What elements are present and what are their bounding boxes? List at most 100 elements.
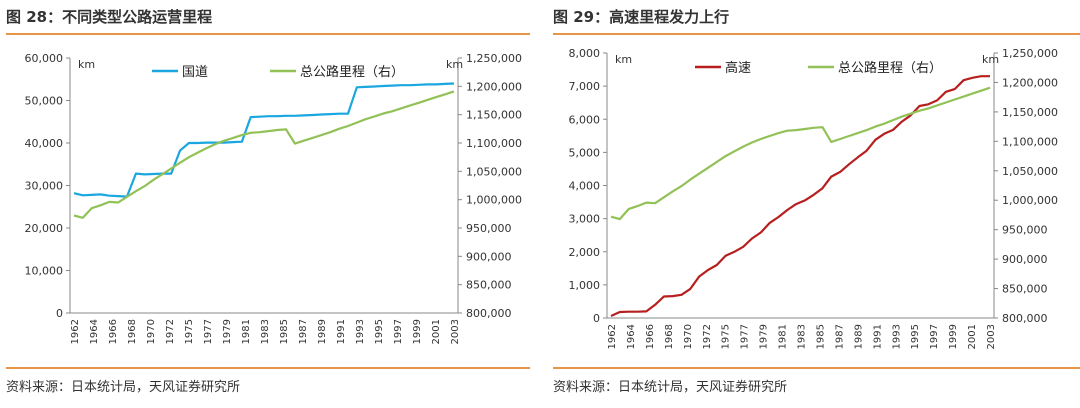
x-tick-label: 1987 bbox=[834, 324, 845, 349]
right-tick-label: 900,000 bbox=[466, 250, 512, 263]
x-tick-label: 1991 bbox=[336, 319, 347, 344]
left-tick-label: 10,000 bbox=[25, 265, 64, 278]
x-tick-label: 1968 bbox=[127, 319, 138, 344]
x-tick-label: 1997 bbox=[929, 324, 940, 349]
top-divider bbox=[6, 33, 530, 35]
x-tick-label: 1989 bbox=[317, 319, 328, 344]
right-unit-label: km bbox=[446, 58, 463, 71]
x-tick-label: 1970 bbox=[146, 319, 157, 344]
x-tick-label: 1968 bbox=[664, 324, 675, 349]
left-tick-label: 30,000 bbox=[25, 180, 64, 193]
right-tick-label: 1,100,000 bbox=[466, 137, 522, 150]
x-tick-label: 1979 bbox=[759, 324, 770, 349]
left-tick-label: 5,000 bbox=[569, 146, 601, 159]
x-tick-label: 1972 bbox=[165, 319, 176, 344]
right-tick-label: 1,050,000 bbox=[1002, 165, 1058, 178]
x-tick-label: 1993 bbox=[355, 319, 366, 344]
right-tick-label: 950,000 bbox=[1002, 224, 1048, 237]
chart-title: 图 29：高速里程发力上行 bbox=[553, 8, 730, 26]
x-tick-label: 1964 bbox=[89, 319, 100, 344]
legend-label: 高速 bbox=[725, 60, 751, 76]
x-tick-label: 1962 bbox=[70, 319, 81, 344]
x-tick-label: 1981 bbox=[778, 324, 789, 349]
x-tick-label: 2001 bbox=[967, 324, 978, 349]
x-tick-label: 1983 bbox=[260, 319, 271, 344]
x-tick-label: 1985 bbox=[815, 324, 826, 349]
chart-title: 图 28：不同类型公路运营里程 bbox=[6, 8, 213, 26]
right-tick-label: 1,000,000 bbox=[1002, 194, 1058, 207]
left-tick-label: 3,000 bbox=[569, 213, 601, 226]
left-tick-label: 4,000 bbox=[569, 180, 601, 193]
right-tick-label: 800,000 bbox=[1002, 312, 1048, 325]
right-tick-label: 1,100,000 bbox=[1002, 135, 1058, 148]
x-tick-label: 1985 bbox=[279, 319, 290, 344]
x-tick-label: 2003 bbox=[986, 324, 997, 349]
x-tick-label: 1997 bbox=[393, 319, 404, 344]
x-tick-label: 2001 bbox=[431, 319, 442, 344]
right-unit-label: km bbox=[982, 53, 999, 66]
right-tick-label: 1,250,000 bbox=[1002, 47, 1058, 60]
right-tick-label: 1,050,000 bbox=[466, 165, 522, 178]
x-tick-label: 1981 bbox=[241, 319, 252, 344]
x-tick-label: 1966 bbox=[645, 324, 656, 349]
left-tick-label: 20,000 bbox=[25, 222, 64, 235]
x-tick-label: 1975 bbox=[184, 319, 195, 344]
series-line-2 bbox=[610, 86, 991, 221]
x-tick-label: 1977 bbox=[203, 319, 214, 344]
right-tick-label: 1,150,000 bbox=[1002, 106, 1058, 119]
x-tick-label: 1995 bbox=[910, 324, 921, 349]
x-tick-label: 1995 bbox=[374, 319, 385, 344]
left-tick-label: 50,000 bbox=[25, 95, 64, 108]
left-tick-label: 0 bbox=[593, 312, 600, 325]
right-tick-label: 900,000 bbox=[1002, 253, 1048, 266]
right-tick-label: 1,200,000 bbox=[1002, 76, 1058, 89]
legend-label: 总公路里程（右） bbox=[300, 64, 404, 80]
right-tick-label: 1,200,000 bbox=[466, 80, 522, 93]
right-tick-label: 850,000 bbox=[1002, 283, 1048, 296]
x-tick-label: 1964 bbox=[626, 324, 637, 349]
left-unit-label: km bbox=[615, 53, 632, 66]
left-tick-label: 7,000 bbox=[569, 80, 601, 93]
series-line-1 bbox=[73, 82, 455, 198]
x-tick-label: 1987 bbox=[298, 319, 309, 344]
x-tick-label: 1991 bbox=[872, 324, 883, 349]
x-tick-label: 1989 bbox=[853, 324, 864, 349]
left-tick-label: 6,000 bbox=[569, 113, 601, 126]
chart-panel-left: 图 28：不同类型公路运营里程 0 10,000 20,000 30,000 40,00… bbox=[0, 0, 530, 408]
x-tick-label: 1975 bbox=[721, 324, 732, 349]
left-unit-label: km bbox=[78, 58, 95, 71]
x-tick-label: 1966 bbox=[108, 319, 119, 344]
left-tick-label: 60,000 bbox=[25, 52, 64, 65]
legend-label: 国道 bbox=[182, 65, 208, 80]
legend-label: 总公路里程（右） bbox=[838, 60, 942, 76]
right-tick-label: 1,150,000 bbox=[466, 109, 522, 122]
series-line-1 bbox=[610, 75, 990, 318]
x-tick-label: 1993 bbox=[891, 324, 902, 349]
top-divider bbox=[553, 33, 1080, 35]
chart-panel-right: 图 29：高速里程发力上行 0 1,000 2,000 3,000 4,000 5,000… bbox=[547, 0, 1080, 408]
x-tick-label: 2003 bbox=[450, 319, 461, 344]
x-tick-label: 1970 bbox=[683, 324, 694, 349]
right-tick-label: 1,250,000 bbox=[466, 52, 522, 65]
left-tick-label: 40,000 bbox=[25, 137, 64, 150]
series-line-2 bbox=[73, 90, 455, 219]
bottom-divider bbox=[6, 367, 530, 369]
line-chart: 0 1,000 2,000 3,000 4,000 5,000 6,000 7,000 8,00… bbox=[569, 47, 1058, 349]
x-tick-label: 1999 bbox=[412, 319, 423, 344]
line-chart: 0 10,000 20,000 30,000 40,000 50,000 60,000 800… bbox=[25, 52, 522, 344]
chart-source: 资料来源：日本统计局，天风证券研究所 bbox=[6, 380, 241, 395]
bottom-divider bbox=[553, 367, 1080, 369]
left-tick-label: 0 bbox=[56, 307, 63, 320]
x-tick-label: 1979 bbox=[222, 319, 233, 344]
right-tick-label: 950,000 bbox=[466, 222, 512, 235]
x-tick-label: 1962 bbox=[607, 324, 618, 349]
right-tick-label: 1,000,000 bbox=[466, 194, 522, 207]
x-tick-label: 1977 bbox=[740, 324, 751, 349]
x-tick-label: 1972 bbox=[702, 324, 713, 349]
chart-source: 资料来源：日本统计局，天风证券研究所 bbox=[553, 380, 788, 395]
left-tick-label: 1,000 bbox=[569, 279, 601, 292]
right-tick-label: 800,000 bbox=[466, 307, 512, 320]
x-tick-label: 1983 bbox=[797, 324, 808, 349]
x-tick-label: 1999 bbox=[948, 324, 959, 349]
right-tick-label: 850,000 bbox=[466, 279, 512, 292]
